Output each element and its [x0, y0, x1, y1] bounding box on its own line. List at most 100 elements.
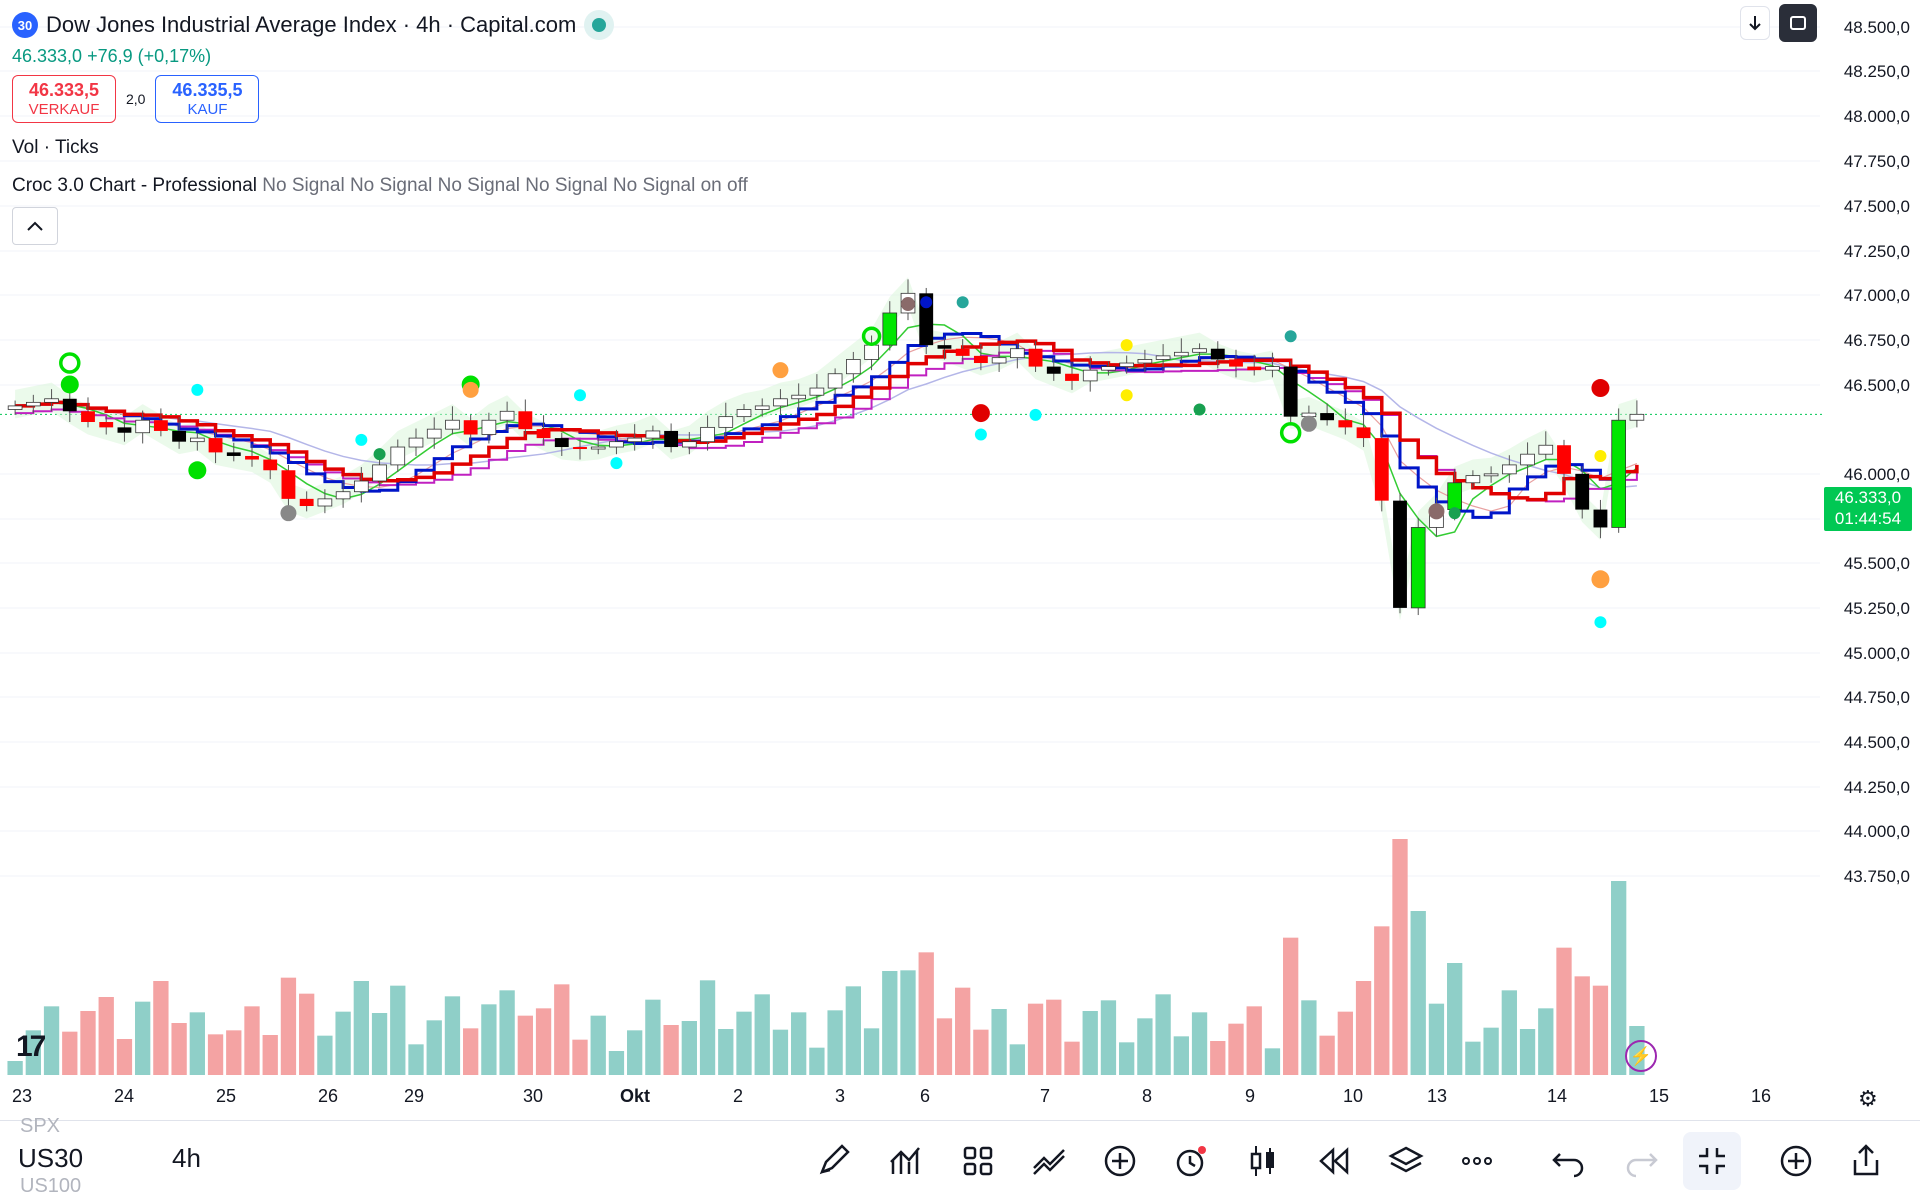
candle-body — [481, 419, 497, 435]
price-tick: 46.500,0 — [1843, 376, 1910, 395]
volume-bar — [1538, 1008, 1554, 1075]
croc-indicator-label[interactable]: Croc 3.0 Chart - Professional No Signal … — [12, 175, 748, 197]
volume-bar — [7, 1061, 23, 1075]
volume-bar — [1319, 1035, 1335, 1075]
price-tick: 45.000,0 — [1843, 644, 1910, 663]
volume-bar — [262, 1035, 278, 1075]
last-price-value: 46.333,0 — [1834, 488, 1902, 507]
signal-dot — [1594, 449, 1607, 462]
flash-icon[interactable]: ⚡ — [1625, 1040, 1657, 1072]
candle-body — [317, 498, 333, 507]
candle-body — [682, 441, 697, 448]
candle-body — [700, 426, 715, 443]
signal-ring — [861, 326, 882, 346]
volume-bar — [900, 970, 916, 1075]
volume-bar — [1501, 990, 1517, 1075]
candles-button[interactable] — [1243, 1141, 1283, 1181]
signal-dot — [462, 381, 479, 398]
layers-icon — [1388, 1146, 1424, 1173]
time-tick: 16 — [1750, 1086, 1772, 1106]
sell-button[interactable]: 46.333,5 VERKAUF — [12, 75, 116, 123]
volume-bar — [1556, 947, 1572, 1075]
candle-body — [846, 359, 861, 375]
price-chart[interactable] — [0, 0, 1920, 1120]
time-tick: 6 — [919, 1086, 931, 1106]
add-account-button[interactable] — [1776, 1141, 1816, 1181]
axis-settings-icon[interactable]: ⚙ — [1858, 1086, 1878, 1111]
volume-bar — [1337, 1011, 1353, 1075]
time-tick: 15 — [1648, 1086, 1670, 1106]
undo-button[interactable] — [1549, 1141, 1589, 1181]
add-icon — [1104, 1145, 1136, 1177]
alert-button[interactable] — [1171, 1141, 1211, 1181]
candle-body — [1010, 348, 1025, 359]
candle-body — [809, 387, 825, 396]
collapse-legend-button[interactable] — [12, 207, 58, 245]
candle-body — [1356, 427, 1371, 439]
grid-button[interactable] — [958, 1141, 998, 1181]
candle-body — [226, 452, 241, 456]
time-tick: 3 — [834, 1086, 846, 1106]
market-status-icon[interactable] — [584, 10, 615, 40]
symbol-next[interactable]: US100 — [20, 1175, 82, 1197]
candle-body — [1028, 348, 1043, 367]
volume-bar — [517, 1015, 533, 1075]
share-button[interactable] — [1846, 1141, 1886, 1181]
volume-bar — [207, 1034, 224, 1075]
signal-dot — [355, 433, 368, 446]
bottom-toolbar: SPX US30 US100 4h — [0, 1115, 1920, 1201]
volume-bar — [1592, 985, 1609, 1075]
redo-button[interactable] — [1621, 1141, 1661, 1181]
signal-dot — [956, 296, 969, 309]
volume-bar — [317, 1035, 333, 1075]
symbol-selector[interactable]: US30 — [18, 1143, 84, 1173]
replay-button[interactable] — [1314, 1141, 1354, 1181]
layers-button[interactable] — [1386, 1141, 1426, 1181]
volume-bar — [408, 1044, 424, 1075]
candle-body — [1410, 527, 1426, 609]
compare-button[interactable] — [1029, 1141, 1069, 1181]
candle-body — [1155, 355, 1171, 360]
candle-body — [827, 373, 843, 389]
volume-bar — [1574, 976, 1590, 1075]
candle-body — [1046, 366, 1061, 374]
candle-body — [1320, 413, 1335, 421]
add-button[interactable] — [1100, 1141, 1140, 1181]
candle-body — [1483, 473, 1499, 477]
buy-button[interactable]: 46.335,5 KAUF — [155, 75, 260, 123]
candle-body — [499, 410, 515, 421]
chart-title[interactable]: Dow Jones Industrial Average Index · 4h … — [46, 12, 577, 37]
volume-bar — [554, 984, 570, 1075]
sell-price: 46.333,5 — [28, 80, 100, 100]
candle-body — [1557, 445, 1571, 474]
candle-body — [1247, 366, 1262, 371]
more-button[interactable] — [1457, 1141, 1497, 1181]
volume-bar — [25, 1030, 41, 1075]
candles-icon — [1250, 1146, 1274, 1176]
volume-bar — [1119, 1042, 1135, 1075]
fullscreen-button[interactable] — [1779, 4, 1817, 42]
pencil-button[interactable] — [815, 1141, 855, 1181]
download-button[interactable] — [1740, 6, 1770, 40]
signal-dot — [373, 448, 386, 461]
volume-indicator-label[interactable]: Vol · Ticks — [12, 137, 99, 158]
candle-body — [991, 357, 1007, 364]
chevron-up-icon — [27, 221, 43, 231]
interval-selector[interactable]: 4h — [172, 1143, 201, 1173]
volume-bar — [1173, 1036, 1189, 1075]
alert-icon — [1176, 1146, 1206, 1177]
volume-bar — [955, 987, 971, 1075]
symbol-prev[interactable]: SPX — [20, 1115, 61, 1137]
volume-bar — [1301, 1000, 1317, 1075]
indicators-button[interactable] — [886, 1141, 926, 1181]
candle-body — [718, 416, 734, 428]
collapse-button[interactable] — [1683, 1132, 1741, 1190]
tradingview-logo[interactable]: 17 — [16, 1030, 46, 1063]
candle-body — [281, 470, 296, 499]
signal-dot — [1591, 570, 1610, 589]
more-icon — [1462, 1157, 1492, 1165]
price-tick: 44.500,0 — [1843, 733, 1910, 752]
candle-body — [408, 437, 424, 448]
volume-bar — [1027, 1003, 1044, 1075]
signal-dot — [1428, 503, 1445, 520]
